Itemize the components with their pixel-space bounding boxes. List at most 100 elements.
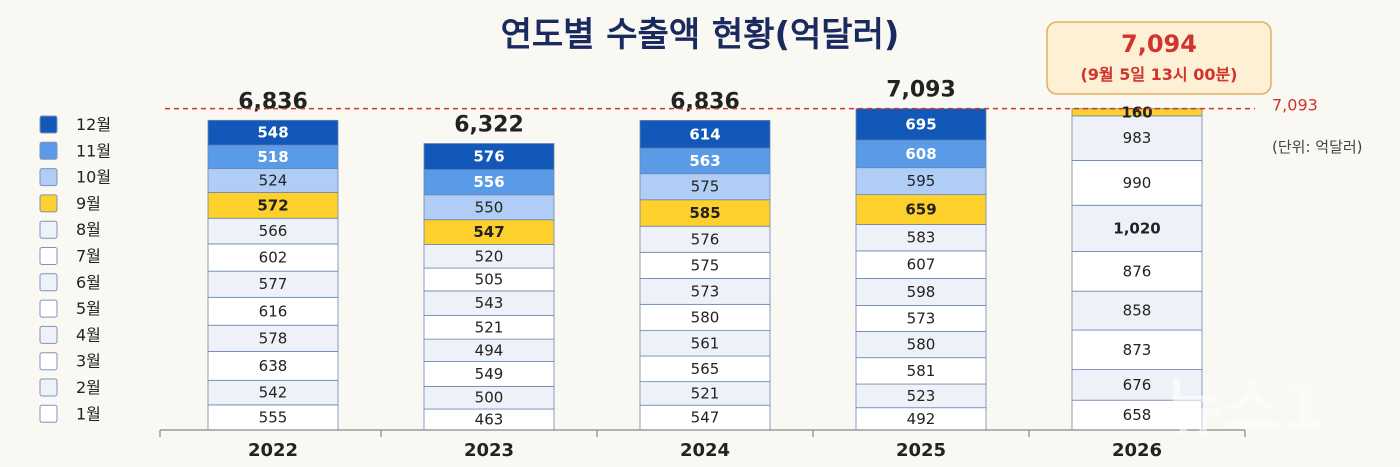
bar-segment-2025-3월 <box>855 357 987 385</box>
callout-value: 7,094 <box>1121 30 1197 58</box>
segment-value-2025-1월: 492 <box>907 410 936 428</box>
segment-value-2022-12월: 548 <box>257 124 288 142</box>
bar-segment-2025-5월 <box>855 305 987 332</box>
segment-value-2025-9월: 659 <box>905 201 936 219</box>
legend-label: 10월 <box>76 168 111 187</box>
total-value-2024: 6,836 <box>670 89 740 114</box>
legend-item-7월: 7월 <box>39 247 101 266</box>
segment-value-2023-1월: 463 <box>475 411 504 429</box>
segment-value-2022-11월: 518 <box>257 148 288 166</box>
legend-label: 12월 <box>76 115 111 134</box>
bar-segment-2023-9월 <box>423 219 555 245</box>
legend-item-11월: 11월 <box>39 141 111 160</box>
callout-background <box>1046 21 1272 95</box>
bar-segment-2025-12월 <box>855 108 987 141</box>
total-value-2025: 7,093 <box>886 78 956 103</box>
segment-value-2023-10월: 550 <box>475 198 504 216</box>
bar-stack-2025: 492 523 581 580 573 598 607 583 659 595 608 695 <box>855 108 987 431</box>
legend-item-2월: 2월 <box>39 378 101 397</box>
legend-item-3월: 3월 <box>39 352 101 371</box>
segment-value-2026-1월: 658 <box>1123 406 1152 424</box>
segment-value-2026-8월: 983 <box>1123 129 1152 147</box>
legend-item-5월: 5월 <box>39 299 101 318</box>
segment-value-2022-3월: 638 <box>259 357 288 375</box>
year-label-2022: 2022 <box>248 440 298 461</box>
segment-value-2026-2월: 676 <box>1123 376 1152 394</box>
legend-swatch <box>39 404 58 423</box>
legend-item-10월: 10월 <box>39 168 111 187</box>
legend-label: 9월 <box>76 194 101 213</box>
year-label-2026: 2026 <box>1112 440 1162 461</box>
legend-swatch <box>39 168 58 187</box>
bar-segment-2026-8월 <box>1071 115 1203 161</box>
bar-segment-2022-7월 <box>207 243 339 272</box>
bar-segment-2024-7월 <box>639 251 771 279</box>
bar-segment-2025-7월 <box>855 250 987 279</box>
bar-segment-2025-11월 <box>855 139 987 169</box>
legend-item-9월: 9월 <box>39 194 101 213</box>
legend-item-6월: 6월 <box>39 273 101 292</box>
segment-value-2023-12월: 576 <box>473 148 504 166</box>
bar-segment-2024-6월 <box>639 277 771 305</box>
bar-segment-2022-12월 <box>207 119 339 146</box>
segment-value-2024-9월: 585 <box>689 204 720 222</box>
segment-value-2024-6월: 573 <box>691 282 720 300</box>
segment-value-2025-4월: 580 <box>907 336 936 354</box>
segment-value-2025-10월: 595 <box>907 172 936 190</box>
bar-segment-2026-4월 <box>1071 290 1203 331</box>
bar-stack-2022: 555 542 638 578 616 577 602 566 572 524 518 548 <box>207 119 339 431</box>
legend: 12월 11월 10월 9월 8월 7월 6월 5월 4월 3월 2월 1월 <box>39 115 111 423</box>
bar-segment-2024-12월 <box>639 119 771 149</box>
total-labels: 6,836 6,322 6,836 7,093 <box>238 78 956 138</box>
legend-swatch <box>39 247 58 265</box>
segment-value-2025-12월: 695 <box>905 115 936 133</box>
legend-swatch <box>39 141 58 160</box>
callout-box: 7,094 (9월 5일 13시 00분) <box>1046 21 1272 95</box>
segment-value-2024-4월: 561 <box>691 334 720 352</box>
bar-segment-2025-6월 <box>855 277 987 306</box>
legend-swatch <box>39 194 58 213</box>
segment-value-2024-12월: 614 <box>689 125 720 143</box>
segment-value-2023-9월: 547 <box>473 223 504 241</box>
segment-value-2026-9월: 160 <box>1121 103 1152 121</box>
bar-segment-2026-2월 <box>1071 369 1203 401</box>
year-label-2024: 2024 <box>680 440 730 461</box>
bar-segment-2024-1월 <box>639 404 771 431</box>
segment-value-2026-3월: 873 <box>1123 341 1152 359</box>
bar-segment-2024-5월 <box>639 303 771 332</box>
bar-segment-2023-6월 <box>423 290 555 316</box>
bar-segment-2026-5월 <box>1071 251 1203 292</box>
legend-label: 6월 <box>76 273 101 292</box>
x-axis-labels: 2022 2023 2024 2025 2026 <box>248 440 1162 461</box>
segment-value-2023-2월: 500 <box>475 389 504 407</box>
segment-value-2025-6월: 598 <box>907 283 936 301</box>
segment-value-2024-3월: 565 <box>691 360 720 378</box>
legend-item-4월: 4월 <box>39 325 101 344</box>
segment-value-2024-8월: 576 <box>691 230 720 248</box>
bar-segment-2024-9월 <box>639 199 771 227</box>
segment-value-2025-8월: 583 <box>907 229 936 247</box>
bar-segment-2025-9월 <box>855 194 987 225</box>
bar-segment-2024-11월 <box>639 147 771 175</box>
segment-value-2024-5월: 580 <box>691 308 720 326</box>
legend-item-12월: 12월 <box>39 115 111 134</box>
segment-value-2026-7월: 990 <box>1123 174 1152 192</box>
bar-segment-2022-2월 <box>207 379 339 406</box>
legend-label: 3월 <box>76 352 101 371</box>
segment-value-2023-7월: 505 <box>475 270 504 288</box>
legend-swatch <box>39 352 58 371</box>
watermark-logo: 뉴스1 <box>1164 372 1326 446</box>
segment-value-2025-2월: 523 <box>907 387 936 405</box>
segment-value-2022-1월: 555 <box>259 408 288 426</box>
total-value-2023: 6,322 <box>454 113 524 138</box>
segment-value-2025-5월: 573 <box>907 309 936 327</box>
legend-label: 1월 <box>76 404 101 423</box>
legend-label: 5월 <box>76 299 101 318</box>
bar-stacks: 555 542 638 578 616 577 602 566 572 524 518 548 463 5… <box>207 100 1203 431</box>
legend-swatch <box>39 299 58 318</box>
segment-value-2022-8월: 566 <box>259 222 288 240</box>
segment-value-2025-3월: 581 <box>907 362 936 380</box>
segment-value-2022-5월: 616 <box>259 302 288 320</box>
segment-value-2023-6월: 543 <box>475 294 504 312</box>
segment-value-2023-8월: 520 <box>475 247 504 265</box>
